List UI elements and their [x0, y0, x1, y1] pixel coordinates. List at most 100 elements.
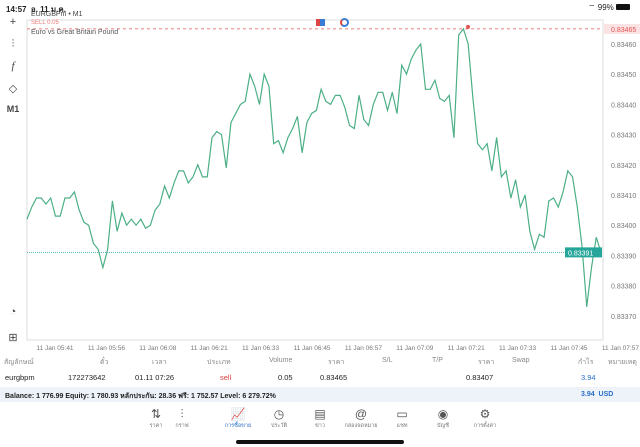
price-point	[230, 122, 232, 123]
col-open-price[interactable]: ราคา	[328, 359, 345, 366]
price-point	[259, 104, 260, 105]
price-point	[93, 242, 94, 244]
tab-7[interactable]: ◉ บัญชี	[437, 407, 449, 430]
price-point	[472, 97, 474, 99]
price-point	[519, 206, 521, 208]
home-indicator[interactable]	[236, 440, 404, 444]
price-point	[64, 197, 66, 199]
price-point	[40, 197, 42, 199]
tab-icon: @	[354, 407, 368, 421]
tab-5[interactable]: @ กล่องจดหมาย	[344, 407, 377, 430]
price-point	[529, 230, 531, 232]
price-point	[372, 104, 374, 105]
price-point	[263, 73, 265, 75]
price-point	[387, 110, 388, 111]
col-profit[interactable]: กำไร	[578, 359, 594, 366]
y-tick-label: 0.83440	[611, 102, 636, 109]
tab-2[interactable]: 📈 การซื้อขาย	[225, 407, 251, 430]
col-tp[interactable]: T/P	[432, 357, 443, 364]
price-point	[406, 73, 407, 75]
price-point	[325, 100, 327, 102]
timeframe-button[interactable]: M1	[6, 104, 20, 114]
objects-icon[interactable]: ◇	[8, 83, 18, 95]
price-point	[363, 119, 365, 120]
price-point	[107, 248, 109, 250]
trade-panel-icon[interactable]	[316, 19, 325, 26]
col-symbol[interactable]: สัญลักษณ์	[4, 359, 34, 366]
tab-icon: ◉	[437, 407, 449, 421]
price-point	[225, 167, 227, 169]
price-point	[496, 137, 498, 139]
x-tick-label: 11 Jan 06:21	[191, 345, 228, 350]
y-tick-label: 0.83450	[611, 72, 636, 79]
price-point	[553, 197, 554, 199]
price-point	[268, 85, 270, 87]
tab-0[interactable]: ⇅ ราคา	[150, 407, 163, 430]
sell-position-label: SELL 0.05	[31, 20, 59, 26]
crosshair-icon[interactable]: +	[9, 16, 17, 28]
price-point	[548, 200, 550, 202]
tab-label: ราคา	[149, 423, 163, 429]
col-type[interactable]: ประเภท	[207, 359, 231, 366]
one-click-trade-icon[interactable]	[340, 18, 349, 27]
price-point	[315, 110, 317, 111]
price-point	[135, 224, 137, 226]
col-time[interactable]: เวลา	[152, 359, 167, 366]
col-comment[interactable]: หมายเหตุ	[608, 359, 637, 366]
price-point	[567, 170, 569, 172]
price-point	[197, 164, 199, 166]
price-point	[420, 43, 422, 45]
tab-6[interactable]: ▭ แชท	[396, 407, 407, 430]
tab-1[interactable]: ⫶ กราฟ	[175, 407, 188, 430]
tab-3[interactable]: ◷ ประวัติ	[271, 407, 287, 430]
sell-price-label: 0.83465	[611, 27, 636, 34]
price-point	[31, 206, 33, 208]
price-point	[78, 209, 80, 211]
sell-price-tag	[604, 23, 640, 34]
row-volume: 0.05	[278, 373, 293, 382]
price-point	[334, 94, 336, 96]
row-type: sell	[220, 373, 232, 382]
price-point	[145, 227, 146, 229]
price-chart[interactable]: 0.83460 0.83450 0.83440 0.83430 0.83420 0.834…	[0, 0, 640, 350]
price-point	[130, 218, 132, 220]
price-point	[202, 176, 203, 178]
price-point	[448, 94, 450, 96]
add-order-icon[interactable]: ⊞	[8, 332, 18, 344]
price-point	[486, 143, 488, 145]
col-sl[interactable]: S/L	[382, 357, 393, 364]
col-price[interactable]: ราคา	[478, 359, 495, 366]
price-point	[311, 113, 313, 114]
x-tick-label: 11 Jan 05:56	[88, 345, 125, 350]
price-point	[221, 134, 222, 136]
x-tick-label: 11 Jan 06:08	[139, 345, 176, 350]
x-tick-label: 11 Jan 05:41	[36, 345, 73, 350]
tab-icon: ⇅	[150, 407, 162, 421]
price-point	[467, 43, 469, 45]
price-point	[292, 128, 294, 129]
col-volume[interactable]: Volume	[269, 357, 293, 364]
price-point	[59, 215, 61, 217]
price-point	[116, 230, 118, 232]
chart-clock-icon[interactable]: ◔	[9, 306, 17, 318]
price-point	[444, 100, 445, 102]
candles-icon[interactable]: ⫶	[11, 38, 15, 50]
price-point	[121, 212, 123, 214]
price-point	[581, 245, 583, 247]
price-point	[572, 176, 573, 178]
x-tick-label: 11 Jan 06:33	[242, 345, 279, 350]
col-swap[interactable]: Swap	[512, 357, 530, 364]
y-tick-label: 0.83430	[611, 133, 636, 140]
col-ticket[interactable]: ตั๋ว	[100, 359, 109, 366]
price-point	[55, 215, 56, 217]
indicator-f-icon[interactable]: f	[11, 60, 15, 72]
price-point	[510, 197, 512, 199]
price-point	[154, 209, 156, 211]
x-tick-label: 11 Jan 07:09	[396, 345, 433, 350]
tab-8[interactable]: ⚙ การตั้งค่า	[474, 407, 496, 430]
row-time: 01.11 07:26	[135, 373, 175, 382]
price-point	[439, 97, 441, 99]
tab-4[interactable]: ▤ ข่าว	[314, 407, 325, 430]
price-point	[415, 49, 417, 51]
price-point	[36, 197, 37, 199]
